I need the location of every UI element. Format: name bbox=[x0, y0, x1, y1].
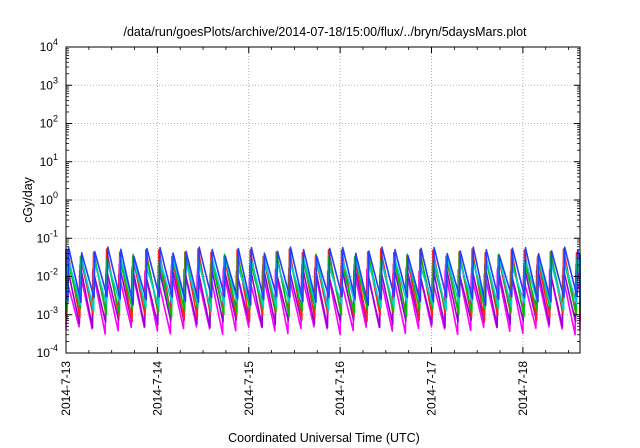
y-tick-label: 101 bbox=[40, 152, 58, 169]
y-axis-label: cGy/day bbox=[21, 176, 35, 223]
x-tick-label: 2014-7-15 bbox=[242, 361, 256, 416]
x-tick-label: 2014-7-16 bbox=[333, 361, 347, 416]
y-tick-label: 104 bbox=[40, 37, 58, 54]
y-tick-label: 10-4 bbox=[37, 343, 58, 360]
y-tick-label: 10-2 bbox=[37, 267, 58, 284]
y-tick-label: 10-3 bbox=[37, 305, 58, 322]
x-tick-label: 2014-7-18 bbox=[516, 361, 530, 416]
x-axis: 2014-7-13 2014-7-14 2014-7-15 2014-7-16 2014… bbox=[59, 47, 569, 416]
y-tick-label: 102 bbox=[40, 114, 58, 131]
x-tick-label: 2014-7-17 bbox=[425, 361, 439, 416]
x-axis-label: Coordinated Universal Time (UTC) bbox=[228, 431, 420, 445]
y-tick-label: 100 bbox=[40, 190, 58, 207]
y-tick-label: 103 bbox=[40, 75, 58, 92]
x-tick-label: 2014-7-14 bbox=[150, 361, 164, 416]
y-axis: 10-4 10-3 10-2 10-1 100 101 102 103 104 bbox=[37, 37, 580, 360]
series-layer bbox=[65, 246, 581, 336]
y-tick-label: 10-1 bbox=[37, 228, 58, 245]
series-line bbox=[65, 246, 581, 307]
chart-title: /data/run/goesPlots/archive/2014-07-18/1… bbox=[123, 25, 527, 39]
x-tick-label: 2014-7-13 bbox=[59, 361, 73, 416]
